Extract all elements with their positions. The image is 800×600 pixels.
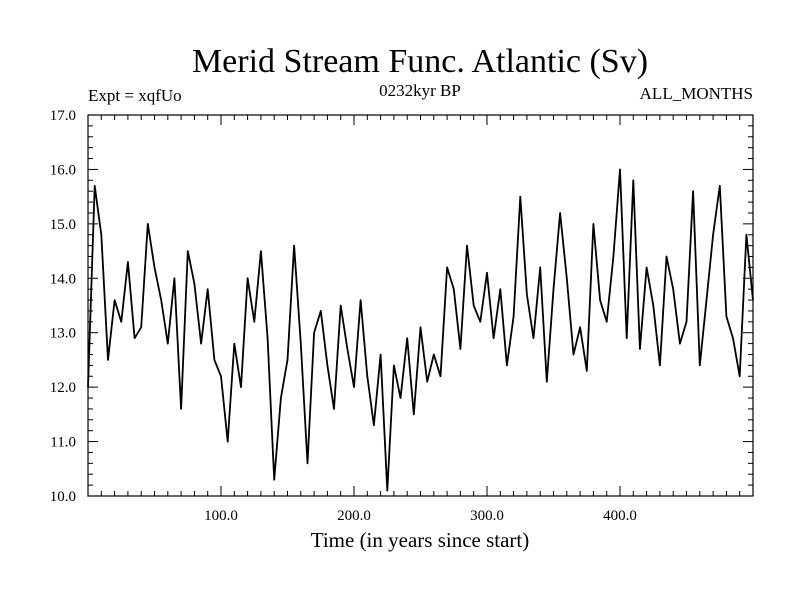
plot-frame — [87, 114, 754, 497]
x-tick-label: 100.0 — [204, 508, 238, 524]
chart-title: Merid Stream Func. Atlantic (Sv) — [192, 43, 648, 80]
x-axis-label: Time (in years since start) — [311, 528, 530, 552]
period-label: 0232kyr BP — [379, 81, 461, 100]
y-tick-label: 10.0 — [50, 489, 76, 505]
series-line — [87, 168, 754, 492]
y-tick-label: 12.0 — [50, 380, 76, 396]
tick-labels: 100.0 200.0 300.0 400.0 10.0 11.0 12.0 13.0 14.0… — [50, 108, 637, 524]
y-tick-label: 13.0 — [50, 326, 76, 342]
months-label: ALL_MONTHS — [640, 84, 753, 103]
y-tick-label: 17.0 — [50, 108, 76, 124]
x-tick-label: 300.0 — [470, 508, 504, 524]
y-tick-label: 14.0 — [50, 271, 76, 287]
y-tick-label: 11.0 — [50, 435, 76, 451]
y-tick-label: 15.0 — [50, 217, 76, 233]
experiment-label: Expt = xqfUo — [88, 86, 182, 105]
x-tick-label: 200.0 — [337, 508, 371, 524]
x-tick-label: 400.0 — [603, 508, 637, 524]
y-tick-label: 16.0 — [50, 162, 76, 178]
